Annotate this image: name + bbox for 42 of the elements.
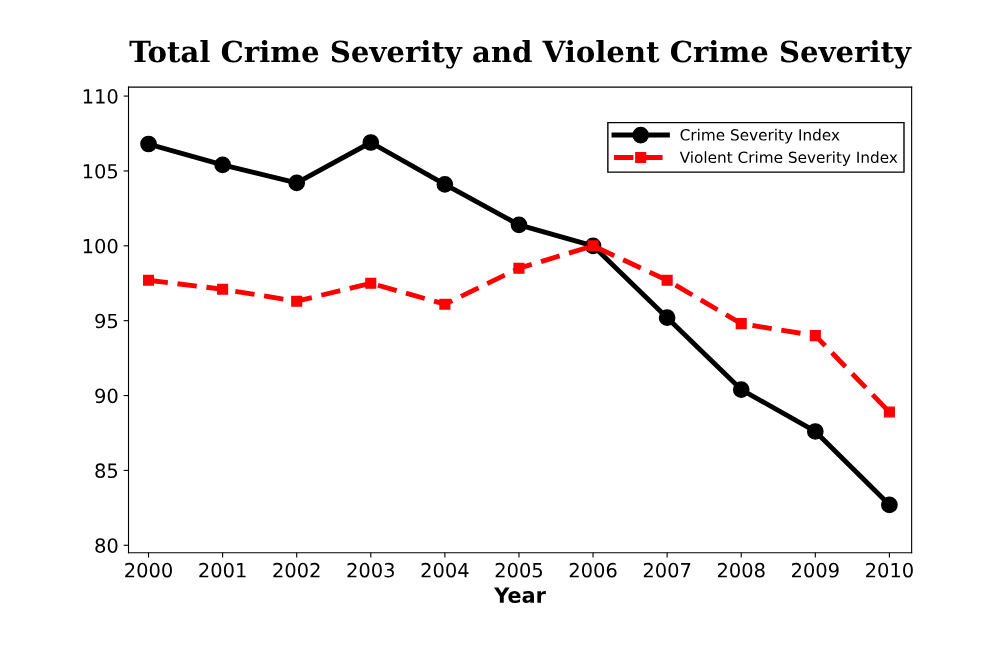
legend-label: Violent Crime Severity Index <box>679 151 898 166</box>
point <box>142 274 155 286</box>
point <box>214 156 231 174</box>
chart-title: Total Crime Severity and Violent Crime Severity <box>129 39 912 69</box>
x-tick-label: 2010 <box>866 562 913 578</box>
y-tick-label: 100 <box>83 238 118 254</box>
point <box>732 381 750 398</box>
point <box>661 274 673 286</box>
point <box>140 135 157 153</box>
point <box>809 330 821 342</box>
y-tick-label: 90 <box>95 388 118 404</box>
y-tick-label: 85 <box>95 463 118 479</box>
y-tick-label: 80 <box>95 538 118 553</box>
x-tick-label: 2000 <box>125 562 172 578</box>
x-tick-label: 2005 <box>495 562 542 578</box>
y-tick-label: 110 <box>83 89 118 104</box>
point <box>735 318 747 330</box>
y-tick-label: 95 <box>95 313 118 329</box>
x-axis-title: Year <box>494 587 546 603</box>
x-tick-label: 2004 <box>421 562 469 578</box>
point <box>217 283 229 295</box>
point <box>291 295 303 307</box>
y-tick-label: 105 <box>83 163 118 179</box>
point <box>439 298 451 310</box>
legend-label: Crime Severity Index <box>680 128 840 144</box>
point <box>883 406 895 418</box>
x-tick-label: 2001 <box>199 562 246 578</box>
point <box>362 134 380 151</box>
point <box>288 174 306 192</box>
x-tick-label: 2007 <box>643 562 691 578</box>
point <box>806 423 824 440</box>
point <box>510 216 528 234</box>
x-tick-label: 2002 <box>273 562 320 578</box>
x-tick-label: 2009 <box>792 562 839 578</box>
point <box>881 496 898 514</box>
x-tick-label: 2006 <box>569 562 617 578</box>
point <box>365 277 377 289</box>
x-tick-label: 2003 <box>347 562 394 578</box>
point <box>513 262 525 274</box>
point <box>436 176 454 193</box>
point <box>658 309 676 327</box>
x-tick-label: 2008 <box>717 562 765 578</box>
